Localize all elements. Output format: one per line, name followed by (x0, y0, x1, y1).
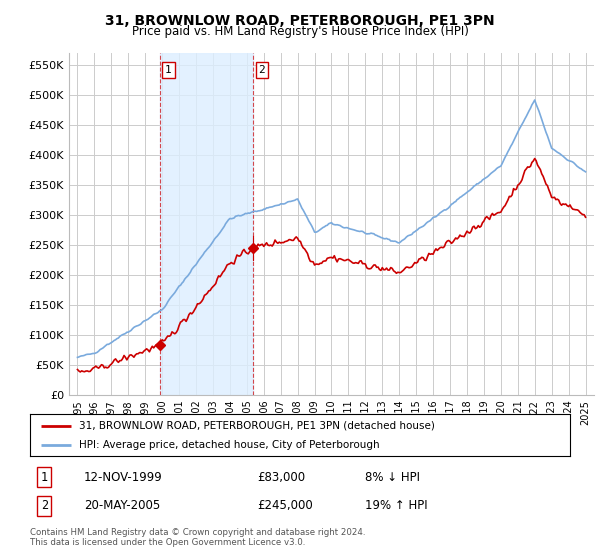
Text: 1: 1 (165, 65, 172, 75)
Text: 2: 2 (259, 65, 265, 75)
Text: £83,000: £83,000 (257, 471, 305, 484)
Text: 12-NOV-1999: 12-NOV-1999 (84, 471, 163, 484)
Text: 1: 1 (41, 471, 48, 484)
Text: 31, BROWNLOW ROAD, PETERBOROUGH, PE1 3PN (detached house): 31, BROWNLOW ROAD, PETERBOROUGH, PE1 3PN… (79, 421, 434, 431)
Text: 19% ↑ HPI: 19% ↑ HPI (365, 499, 427, 512)
Text: 20-MAY-2005: 20-MAY-2005 (84, 499, 160, 512)
Bar (160, 53, 253, 395)
Text: 8% ↓ HPI: 8% ↓ HPI (365, 471, 420, 484)
Text: Contains HM Land Registry data © Crown copyright and database right 2024.
This d: Contains HM Land Registry data © Crown c… (30, 528, 365, 547)
Text: £245,000: £245,000 (257, 499, 313, 512)
Text: Price paid vs. HM Land Registry's House Price Index (HPI): Price paid vs. HM Land Registry's House … (131, 25, 469, 38)
Text: 2: 2 (41, 499, 48, 512)
Text: 31, BROWNLOW ROAD, PETERBOROUGH, PE1 3PN: 31, BROWNLOW ROAD, PETERBOROUGH, PE1 3PN (105, 14, 495, 28)
Text: HPI: Average price, detached house, City of Peterborough: HPI: Average price, detached house, City… (79, 440, 379, 450)
